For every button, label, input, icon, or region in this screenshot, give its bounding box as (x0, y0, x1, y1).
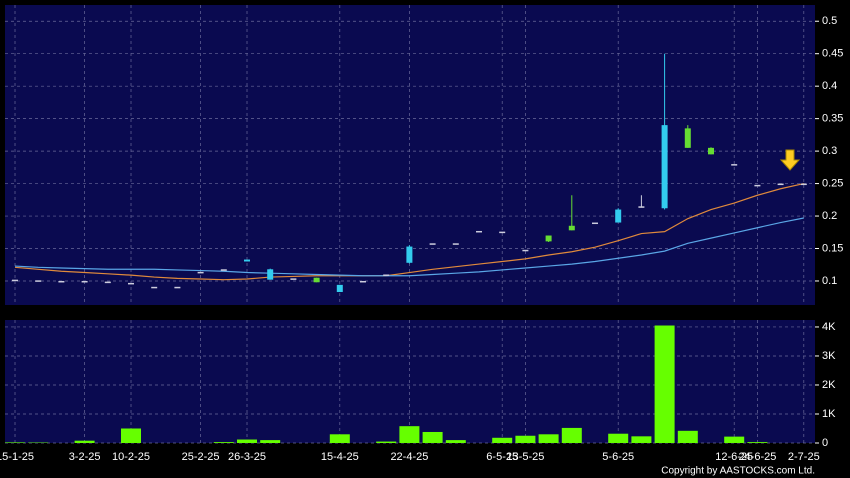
candle-body (313, 277, 320, 283)
candle-body (336, 284, 343, 293)
volume-bar (631, 436, 652, 443)
candle-body (638, 206, 645, 208)
x-tick-label: 12-6-25 (715, 451, 753, 463)
volume-bar (422, 431, 443, 443)
candle-body (452, 243, 459, 245)
x-tick-label: 13-5-25 (506, 451, 544, 463)
x-tick-label: 3-2-25 (69, 451, 101, 463)
candle-body (267, 269, 274, 280)
candle-body (128, 282, 134, 285)
candle-body (58, 280, 65, 283)
candle-body (661, 125, 668, 209)
candle-body (151, 286, 158, 289)
candle-body (12, 279, 18, 282)
candle-body (104, 281, 111, 284)
candle-body (476, 230, 482, 233)
volume-bar (376, 441, 397, 443)
moving-average (14, 182, 804, 281)
volume-bar (399, 426, 420, 443)
candle-body (360, 280, 366, 283)
x-tick-label: 2-7-25 (788, 451, 820, 463)
volume-bar (608, 433, 629, 443)
volume-bar (237, 439, 257, 443)
volume-bar (538, 434, 559, 443)
candle-body (429, 243, 436, 245)
x-tick-label: 25-2-25 (182, 451, 220, 463)
x-tick-label: 10-2-25 (112, 451, 150, 463)
candle-body (220, 269, 227, 271)
x-tick-label: 15-4-25 (321, 451, 359, 463)
arrow-marker (779, 149, 801, 171)
x-tick-label: 5-6-25 (602, 451, 634, 463)
candle-body (290, 278, 297, 280)
candle-body (35, 280, 42, 282)
volume-bar (492, 437, 513, 443)
volume-bar (121, 428, 141, 443)
candle-body (406, 246, 413, 263)
y-tick-label: 0.15 (822, 242, 843, 254)
volume-bar (561, 427, 582, 443)
y-tick-label: 0 (822, 437, 828, 449)
x-tick-label: 15-1-25 (0, 451, 34, 463)
candle-body (81, 280, 88, 283)
candle-body (800, 183, 807, 186)
candle-body (777, 183, 784, 186)
candle-body (499, 231, 506, 234)
y-tick-label: 1K (822, 408, 836, 420)
volume-bar (445, 440, 466, 443)
candle-body (197, 271, 204, 274)
volume-bar (329, 434, 350, 443)
candle-body (174, 286, 181, 289)
candle-body (383, 274, 390, 276)
candle-body (754, 184, 761, 187)
y-tick-label: 0.1 (822, 275, 837, 287)
y-tick-label: 0.4 (822, 80, 837, 92)
volume-panel (5, 320, 815, 443)
candle-body (708, 147, 714, 155)
candle-body (731, 164, 738, 166)
volume-bar (260, 440, 281, 443)
volume-bar (5, 442, 25, 443)
y-tick-label: 4K (822, 321, 836, 333)
x-tick-label: 6-5-25 (486, 451, 518, 463)
y-tick-label: 0.35 (822, 113, 843, 125)
candle-body (615, 209, 622, 223)
y-tick-label: 0.3 (822, 145, 837, 157)
candle-body (568, 225, 575, 231)
volume-bar (74, 440, 95, 443)
moving-average (14, 217, 804, 277)
y-tick-label: 0.45 (822, 48, 843, 60)
x-tick-label: 26-3-25 (228, 451, 266, 463)
volume-bar (515, 435, 536, 443)
candle-body (592, 222, 598, 225)
volume-bar (724, 436, 745, 443)
y-tick-label: 3K (822, 350, 836, 362)
volume-bar (213, 442, 234, 443)
volume-bar (747, 442, 768, 443)
y-tick-label: 0.25 (822, 177, 843, 189)
volume-bar (654, 325, 675, 443)
candle-body (545, 235, 552, 242)
candle-body (522, 249, 529, 252)
y-tick-label: 0.5 (822, 15, 837, 27)
candle-body (684, 128, 691, 148)
candle-body (244, 259, 250, 262)
x-tick-label: 22-4-25 (390, 451, 428, 463)
x-tick-label: 24-6-25 (738, 451, 776, 463)
volume-bar (677, 430, 698, 443)
copyright: Copyright by AASTOCKS.com Ltd. (661, 466, 815, 477)
y-tick-label: 2K (822, 379, 836, 391)
y-tick-label: 0.2 (822, 210, 837, 222)
